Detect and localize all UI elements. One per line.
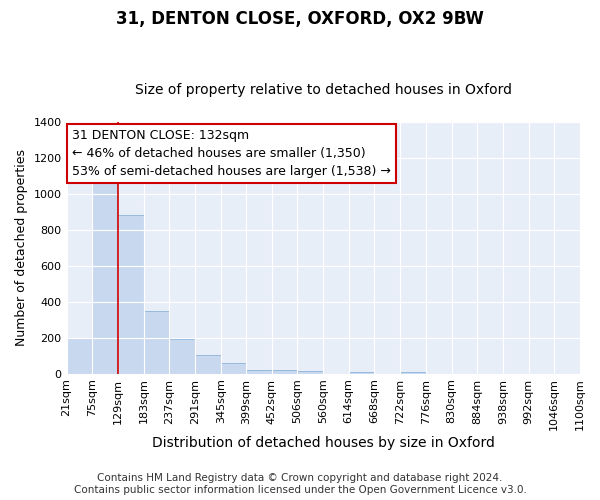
Bar (169, 339, 195, 374)
Text: 31, DENTON CLOSE, OXFORD, OX2 9BW: 31, DENTON CLOSE, OXFORD, OX2 9BW (116, 10, 484, 28)
Bar (67, 338, 92, 374)
Text: Contains HM Land Registry data © Crown copyright and database right 2024.
Contai: Contains HM Land Registry data © Crown c… (74, 474, 526, 495)
Bar (118, 216, 143, 374)
Bar (143, 310, 169, 374)
Bar (272, 370, 298, 374)
Bar (92, 172, 118, 374)
Bar (247, 370, 272, 374)
Bar (400, 372, 426, 374)
Y-axis label: Number of detached properties: Number of detached properties (15, 149, 28, 346)
X-axis label: Distribution of detached houses by size in Oxford: Distribution of detached houses by size … (152, 436, 495, 450)
Bar (221, 364, 247, 374)
Title: Size of property relative to detached houses in Oxford: Size of property relative to detached ho… (135, 83, 512, 97)
Text: 31 DENTON CLOSE: 132sqm
← 46% of detached houses are smaller (1,350)
53% of semi: 31 DENTON CLOSE: 132sqm ← 46% of detache… (71, 130, 391, 178)
Bar (298, 371, 323, 374)
Bar (349, 372, 374, 374)
Bar (195, 355, 221, 374)
